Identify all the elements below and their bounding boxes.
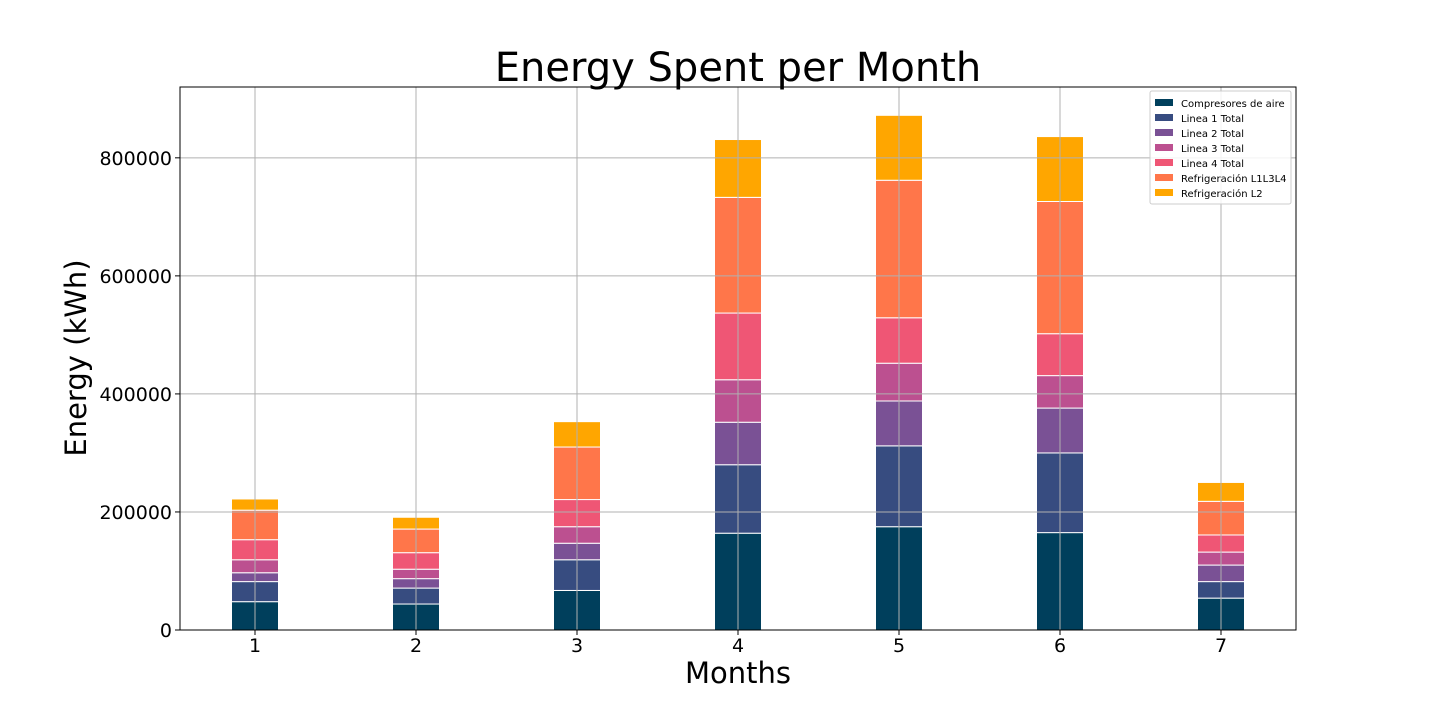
legend-swatch: [1155, 174, 1173, 181]
legend-label: Linea 1 Total: [1181, 114, 1244, 125]
legend-label: Refrigeración L1L3L4: [1181, 173, 1287, 185]
y-axis-label: Energy (kWh): [59, 259, 93, 456]
y-tick-label: 200000: [99, 502, 172, 524]
y-tick-label: 0: [160, 620, 172, 642]
tick-labels: 0 200000 400000 600000 800000 1 2 3 4 5 6 7: [99, 148, 1227, 657]
legend-swatch: [1155, 144, 1173, 151]
legend-label: Linea 3 Total: [1181, 144, 1244, 155]
x-tick-label: 7: [1215, 635, 1227, 657]
x-tick-label: 1: [249, 635, 261, 657]
legend-swatch: [1155, 189, 1173, 196]
legend-label: Linea 4 Total: [1181, 159, 1244, 170]
x-tick-label: 2: [410, 635, 422, 657]
legend-box: [1149, 90, 1292, 205]
x-tick-label: 5: [893, 635, 905, 657]
chart-title: Energy Spent per Month: [495, 45, 981, 91]
legend-swatch: [1155, 129, 1173, 136]
legend-label: Refrigeración L2: [1181, 188, 1263, 200]
grid-lines: [180, 87, 1296, 631]
legend-swatch: [1155, 159, 1173, 166]
legend-label: Compresores de aire: [1181, 99, 1285, 110]
y-tick-label: 600000: [99, 266, 172, 288]
legend-label: Linea 2 Total: [1181, 129, 1244, 140]
x-axis-label: Months: [685, 656, 791, 690]
x-tick-label: 4: [732, 635, 744, 657]
legend-swatch: [1155, 99, 1173, 106]
x-tick-label: 6: [1054, 635, 1066, 657]
y-tick-label: 400000: [99, 384, 172, 406]
x-tick-label: 3: [571, 635, 583, 657]
y-tick-label: 800000: [99, 148, 172, 170]
axes: [175, 86, 1297, 635]
legend-swatch: [1155, 114, 1173, 121]
legend: Compresores de aire Linea 1 Total Linea 2 …: [1149, 90, 1292, 205]
